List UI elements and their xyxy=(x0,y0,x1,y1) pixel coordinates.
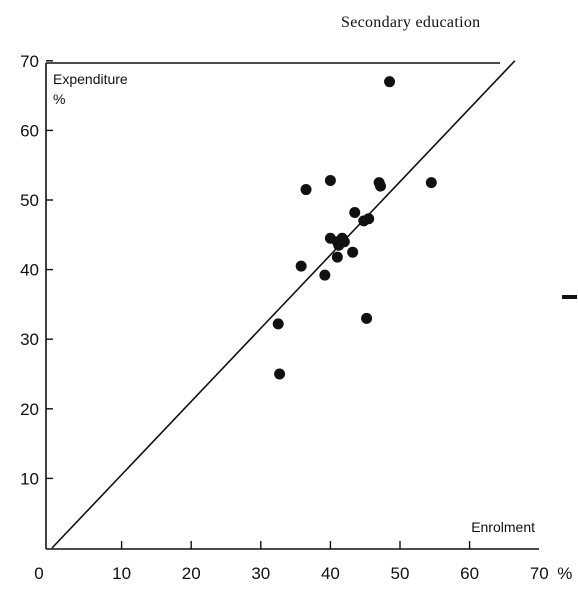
x-unit-label: % xyxy=(557,564,572,583)
x-tick-label: 30 xyxy=(251,564,270,583)
data-point xyxy=(319,269,331,281)
data-point xyxy=(295,260,307,272)
margin-dash xyxy=(562,295,577,299)
data-point xyxy=(272,318,284,330)
y-tick-label: 10 xyxy=(20,469,39,488)
y-tick-label: 50 xyxy=(20,191,39,210)
y-tick-label: 20 xyxy=(20,400,39,419)
data-point xyxy=(375,180,387,192)
data-point xyxy=(425,177,437,189)
data-point xyxy=(363,213,375,225)
y-tick-label: 70 xyxy=(20,52,39,71)
y-unit-label: % xyxy=(53,91,65,107)
y-tick-label: 60 xyxy=(20,121,39,140)
data-point xyxy=(333,239,345,251)
reference-diagonal-line xyxy=(51,60,516,549)
data-point xyxy=(274,368,286,380)
data-point xyxy=(349,207,361,219)
x-tick-label: 10 xyxy=(112,564,131,583)
y-axis-title: Expenditure xyxy=(53,71,128,87)
data-point xyxy=(361,312,373,324)
y-tick-label: 40 xyxy=(20,261,39,280)
x-tick-label: 70 xyxy=(530,564,549,583)
chart-title: Secondary education xyxy=(341,14,481,31)
x-tick-label: 40 xyxy=(321,564,340,583)
x-tick-label: 20 xyxy=(182,564,201,583)
x-tick-label: 60 xyxy=(460,564,479,583)
x-tick-label: 0 xyxy=(34,564,43,583)
data-point xyxy=(324,175,336,187)
data-point xyxy=(384,76,396,88)
y-tick-label: 30 xyxy=(20,330,39,349)
data-point xyxy=(331,251,343,263)
data-point xyxy=(300,184,312,196)
x-axis-title: Enrolment xyxy=(471,519,535,535)
data-point xyxy=(347,246,359,258)
x-tick-label: 50 xyxy=(391,564,410,583)
